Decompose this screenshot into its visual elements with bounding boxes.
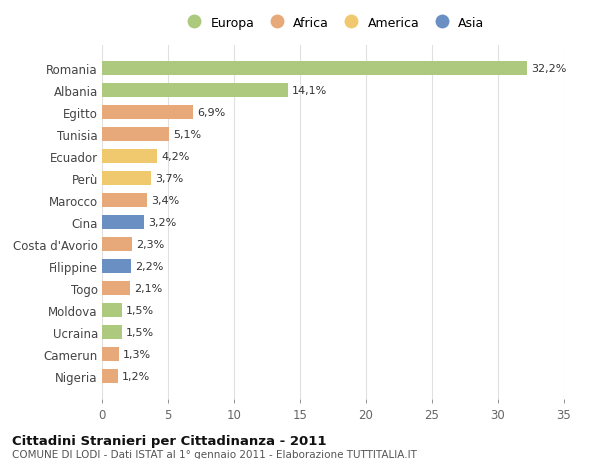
Text: 3,7%: 3,7%	[155, 174, 183, 184]
Bar	[102, 369, 118, 383]
Legend: Europa, Africa, America, Asia: Europa, Africa, America, Asia	[182, 17, 484, 30]
Text: 3,2%: 3,2%	[148, 218, 176, 228]
Bar	[102, 128, 169, 142]
Bar	[102, 172, 151, 186]
Bar	[102, 84, 288, 98]
Bar	[102, 194, 147, 208]
Text: 2,2%: 2,2%	[135, 262, 163, 271]
Bar	[102, 347, 119, 361]
Bar	[102, 303, 122, 318]
Text: 6,9%: 6,9%	[197, 108, 225, 118]
Text: COMUNE DI LODI - Dati ISTAT al 1° gennaio 2011 - Elaborazione TUTTITALIA.IT: COMUNE DI LODI - Dati ISTAT al 1° gennai…	[12, 449, 417, 459]
Text: 1,2%: 1,2%	[122, 371, 150, 381]
Text: 5,1%: 5,1%	[173, 130, 202, 140]
Text: 32,2%: 32,2%	[531, 64, 566, 74]
Bar	[102, 106, 193, 120]
Text: Cittadini Stranieri per Cittadinanza - 2011: Cittadini Stranieri per Cittadinanza - 2…	[12, 434, 326, 447]
Bar	[102, 237, 133, 252]
Text: 14,1%: 14,1%	[292, 86, 328, 96]
Bar	[102, 325, 122, 339]
Text: 1,5%: 1,5%	[126, 327, 154, 337]
Bar	[102, 259, 131, 274]
Text: 4,2%: 4,2%	[161, 152, 190, 162]
Text: 1,3%: 1,3%	[123, 349, 151, 359]
Bar	[102, 150, 157, 164]
Text: 3,4%: 3,4%	[151, 196, 179, 206]
Text: 2,3%: 2,3%	[136, 240, 164, 250]
Bar	[102, 215, 144, 230]
Bar	[102, 62, 527, 76]
Text: 1,5%: 1,5%	[126, 305, 154, 315]
Bar	[102, 281, 130, 296]
Text: 2,1%: 2,1%	[134, 283, 162, 293]
